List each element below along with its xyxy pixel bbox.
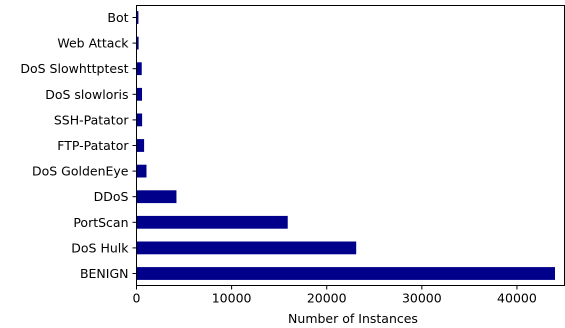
x-tick-label: 0 [133,291,141,306]
y-tick-label: Web Attack [57,36,129,51]
y-tick-label: FTP-Patator [57,138,129,153]
bar-portscan [136,215,288,229]
y-tick-label: DoS GoldenEye [32,164,129,179]
bar-ftp-patator [136,139,145,152]
x-axis-ticks: 0 10000 20000 30000 40000 [133,285,537,306]
y-tick-label: SSH-Patator [54,112,130,127]
y-tick-label: DDoS [94,189,129,204]
bar-dos-goldeneye [136,164,147,178]
y-axis-ticks: BENIGN DoS Hulk PortScan DDoS DoS GoldenEye F… [20,10,137,281]
bar-ddos [136,190,177,204]
y-tick-label: DoS Slowhttptest [20,61,128,76]
bar-dos-hulk [136,241,357,255]
y-tick-label: PortScan [73,215,128,230]
y-tick-label: Bot [107,10,128,25]
y-tick-label: DoS Hulk [71,240,129,255]
y-tick-label: DoS slowloris [45,87,128,102]
x-tick-label: 20000 [307,291,347,306]
bar-dos-slowhttptest [136,62,142,76]
bar-bot [136,11,139,24]
x-tick-label: 40000 [497,291,537,306]
bar-benign [136,267,555,280]
x-axis-label: Number of Instances [288,311,418,326]
bar-ssh-patator [136,113,143,127]
bars-group [136,11,555,280]
y-tick-label: BENIGN [80,266,129,281]
bar-dos-slowloris [136,87,143,101]
x-tick-label: 10000 [212,291,252,306]
x-tick-label: 30000 [402,291,442,306]
bar-web-attack [136,36,139,50]
